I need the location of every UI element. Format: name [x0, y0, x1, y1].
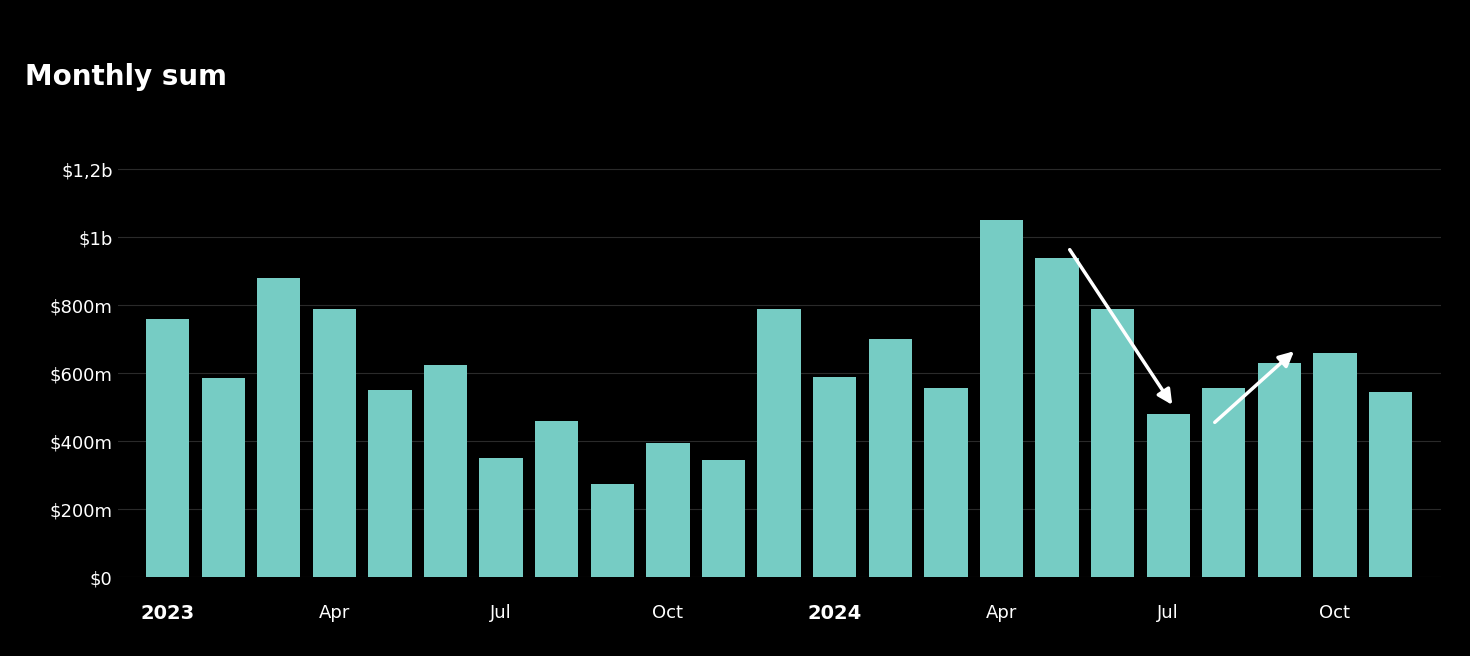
Bar	[1147, 414, 1189, 577]
Text: 2023: 2023	[141, 604, 194, 623]
Text: Apr: Apr	[986, 604, 1017, 623]
Bar	[313, 308, 356, 577]
Bar	[647, 443, 689, 577]
Bar	[1258, 363, 1301, 577]
Bar	[1202, 388, 1245, 577]
Bar	[869, 339, 911, 577]
Bar	[1091, 308, 1135, 577]
Bar	[757, 308, 801, 577]
Bar	[257, 278, 300, 577]
Bar	[1035, 258, 1079, 577]
Bar	[980, 220, 1023, 577]
Bar	[146, 319, 190, 577]
Text: Oct: Oct	[653, 604, 684, 623]
Text: 2024: 2024	[807, 604, 861, 623]
Bar	[479, 459, 523, 577]
Bar	[1313, 353, 1357, 577]
Text: Jul: Jul	[1157, 604, 1179, 623]
Text: Oct: Oct	[1320, 604, 1351, 623]
Bar	[201, 379, 245, 577]
Bar	[369, 390, 412, 577]
Text: Monthly sum: Monthly sum	[25, 63, 226, 91]
Bar	[701, 460, 745, 577]
Bar	[423, 365, 467, 577]
Text: Jul: Jul	[491, 604, 512, 623]
Bar	[535, 420, 578, 577]
Text: Apr: Apr	[319, 604, 350, 623]
Bar	[925, 388, 967, 577]
Bar	[813, 377, 857, 577]
Bar	[591, 483, 634, 577]
Bar	[1369, 392, 1413, 577]
